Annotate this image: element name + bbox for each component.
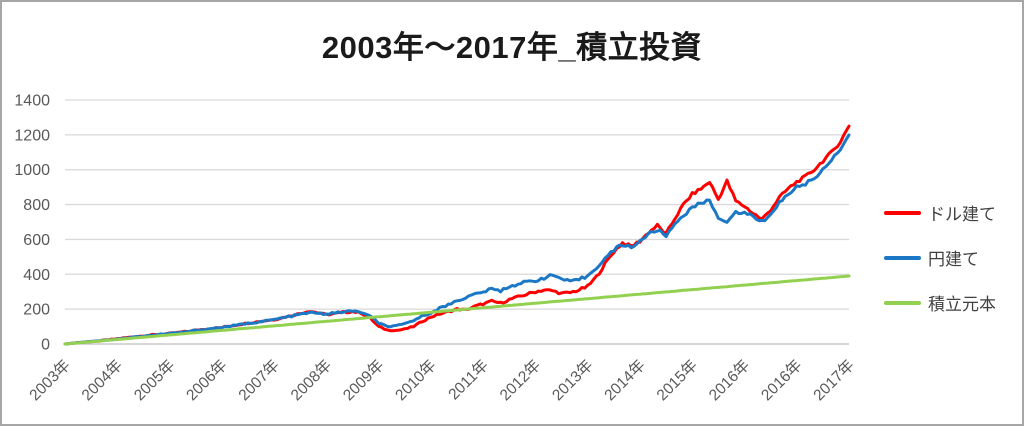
x-axis-tick-label: 2008年 [287,356,335,404]
x-axis-tick-label: 2014年 [601,356,649,404]
series-line-jpy [63,133,851,346]
legend-label-principal: 積立元本 [928,295,996,314]
legend-item-jpy: 円建て [884,245,996,270]
x-axis-tick-label: 2013年 [548,356,596,404]
chart-legend: ドル建て 円建て 積立元本 [884,200,996,315]
x-axis-tick-label: 2016年 [757,356,805,404]
legend-line-swatch-principal [884,300,921,305]
y-axis-tick-label: 1000 [14,162,50,179]
x-axis-tick-label: 2012年 [496,356,544,404]
x-axis-tick-label: 2010年 [392,356,440,404]
legend-line-swatch-usd [884,210,921,215]
x-axis-tick-label: 2011年 [445,356,492,403]
x-axis-tick-label: 2004年 [78,356,126,404]
y-axis-tick-label: 600 [23,232,50,249]
legend-item-principal: 積立元本 [884,290,996,315]
legend-label-usd: ドル建て [928,205,996,224]
x-axis-tick-label: 2017年 [810,356,858,404]
y-axis-tick-label: 800 [23,197,50,214]
x-axis-tick-label: 2016年 [705,356,753,404]
series-line-principal [63,274,851,346]
y-axis-tick-label: 400 [23,267,50,284]
x-axis-tick-label: 2009年 [339,356,387,404]
legend-label-jpy: 円建て [928,250,979,269]
y-axis-tick-label: 0 [41,337,50,354]
y-axis-tick-label: 200 [23,302,50,319]
x-axis-tick-label: 2006年 [183,356,231,404]
y-axis-tick-label: 1200 [14,127,50,144]
x-axis-tick-label: 2007年 [235,356,283,404]
x-axis-tick-label: 2003年 [26,356,74,404]
chart-title: 2003年～2017年_積立投資 [321,30,703,65]
x-axis-tick-label: 2005年 [130,356,178,404]
x-axis-tick-label: 2015年 [653,356,701,404]
legend-line-swatch-jpy [884,255,921,260]
legend-item-usd: ドル建て [884,200,996,225]
y-axis-tick-label: 1400 [14,93,50,110]
